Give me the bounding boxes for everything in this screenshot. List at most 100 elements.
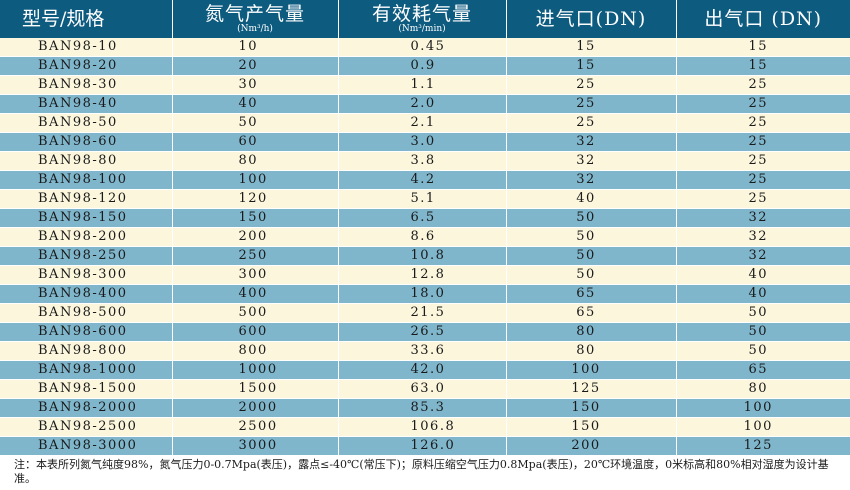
cell-inlet: 25 bbox=[506, 94, 677, 114]
table-row: BAN98-200 200 8.6 50 32 bbox=[0, 227, 850, 247]
cell-inlet: 50 bbox=[506, 227, 677, 247]
footnote: 注：本表所列氮气纯度98%，氮气压力0-0.7Mpa(表压)，露点≤-40℃(常… bbox=[14, 458, 829, 485]
cell-inlet: 65 bbox=[506, 284, 677, 304]
cell-inlet: 80 bbox=[506, 341, 677, 361]
spec-table-body: BAN98-10 10 0.45 15 15 BAN98-20 20 0.9 15 15 BAN98… bbox=[0, 38, 850, 456]
cell-inlet: 125 bbox=[506, 379, 677, 399]
cell-air-consumption: 5.1 bbox=[338, 189, 507, 209]
cell-air-consumption: 10.8 bbox=[338, 246, 507, 266]
cell-inlet: 40 bbox=[506, 189, 677, 209]
header-outlet: 出气口 (DN) bbox=[676, 0, 850, 38]
cell-outlet: 80 bbox=[676, 379, 850, 399]
cell-model: BAN98-150 bbox=[0, 208, 173, 228]
cell-outlet: 25 bbox=[676, 75, 850, 95]
cell-model: BAN98-400 bbox=[0, 284, 173, 304]
cell-nitrogen-output: 800 bbox=[172, 341, 339, 361]
cell-outlet: 65 bbox=[676, 360, 850, 380]
cell-inlet: 150 bbox=[506, 398, 677, 418]
cell-model: BAN98-2000 bbox=[0, 398, 173, 418]
cell-nitrogen-output: 100 bbox=[172, 170, 339, 190]
table-row: BAN98-100 100 4.2 32 25 bbox=[0, 170, 850, 190]
table-row: BAN98-500 500 21.5 65 50 bbox=[0, 303, 850, 323]
table-row: BAN98-50 50 2.1 25 25 bbox=[0, 113, 850, 133]
table-row: BAN98-3000 3000 126.0 200 125 bbox=[0, 436, 850, 456]
cell-air-consumption: 4.2 bbox=[338, 170, 507, 190]
cell-outlet: 15 bbox=[676, 38, 850, 57]
table-row: BAN98-600 600 26.5 80 50 bbox=[0, 322, 850, 342]
table-row: BAN98-120 120 5.1 40 25 bbox=[0, 189, 850, 209]
cell-air-consumption: 6.5 bbox=[338, 208, 507, 228]
cell-inlet: 80 bbox=[506, 322, 677, 342]
cell-air-consumption: 63.0 bbox=[338, 379, 507, 399]
table-row: BAN98-20 20 0.9 15 15 bbox=[0, 56, 850, 76]
cell-outlet: 15 bbox=[676, 56, 850, 76]
cell-model: BAN98-20 bbox=[0, 56, 173, 76]
cell-model: BAN98-250 bbox=[0, 246, 173, 266]
table-row: BAN98-1500 1500 63.0 125 80 bbox=[0, 379, 850, 399]
cell-outlet: 50 bbox=[676, 303, 850, 323]
cell-nitrogen-output: 120 bbox=[172, 189, 339, 209]
cell-nitrogen-output: 30 bbox=[172, 75, 339, 95]
header-inlet: 进气口(DN) bbox=[506, 0, 677, 38]
cell-inlet: 32 bbox=[506, 170, 677, 190]
header-air-consumption: 有效耗气量 (Nm³/min) bbox=[338, 0, 507, 38]
cell-air-consumption: 18.0 bbox=[338, 284, 507, 304]
cell-model: BAN98-2500 bbox=[0, 417, 173, 437]
cell-model: BAN98-10 bbox=[0, 38, 173, 57]
cell-air-consumption: 0.45 bbox=[338, 38, 507, 57]
cell-model: BAN98-3000 bbox=[0, 436, 173, 456]
header-air-consumption-label: 有效耗气量 bbox=[371, 2, 472, 25]
cell-air-consumption: 42.0 bbox=[338, 360, 507, 380]
cell-nitrogen-output: 400 bbox=[172, 284, 339, 304]
cell-inlet: 15 bbox=[506, 56, 677, 76]
cell-outlet: 50 bbox=[676, 341, 850, 361]
header-nitrogen-output: 氮气产气量 (Nm³/h) bbox=[172, 0, 339, 38]
cell-inlet: 200 bbox=[506, 436, 677, 456]
table-row: BAN98-1000 1000 42.0 100 65 bbox=[0, 360, 850, 380]
cell-nitrogen-output: 500 bbox=[172, 303, 339, 323]
cell-nitrogen-output: 20 bbox=[172, 56, 339, 76]
table-row: BAN98-40 40 2.0 25 25 bbox=[0, 94, 850, 114]
cell-outlet: 25 bbox=[676, 113, 850, 133]
cell-nitrogen-output: 60 bbox=[172, 132, 339, 152]
table-row: BAN98-30 30 1.1 25 25 bbox=[0, 75, 850, 95]
cell-model: BAN98-300 bbox=[0, 265, 173, 285]
cell-air-consumption: 21.5 bbox=[338, 303, 507, 323]
cell-outlet: 32 bbox=[676, 227, 850, 247]
cell-outlet: 100 bbox=[676, 398, 850, 418]
cell-nitrogen-output: 40 bbox=[172, 94, 339, 114]
cell-model: BAN98-80 bbox=[0, 151, 173, 171]
cell-air-consumption: 26.5 bbox=[338, 322, 507, 342]
cell-air-consumption: 3.8 bbox=[338, 151, 507, 171]
header-nitrogen-output-label: 氮气产气量 bbox=[204, 2, 305, 25]
cell-nitrogen-output: 150 bbox=[172, 208, 339, 228]
cell-nitrogen-output: 1500 bbox=[172, 379, 339, 399]
table-row: BAN98-10 10 0.45 15 15 bbox=[0, 38, 850, 57]
cell-air-consumption: 126.0 bbox=[338, 436, 507, 456]
table-row: BAN98-800 800 33.6 80 50 bbox=[0, 341, 850, 361]
cell-air-consumption: 8.6 bbox=[338, 227, 507, 247]
cell-inlet: 50 bbox=[506, 208, 677, 228]
cell-nitrogen-output: 80 bbox=[172, 151, 339, 171]
cell-inlet: 25 bbox=[506, 75, 677, 95]
cell-outlet: 25 bbox=[676, 189, 850, 209]
cell-outlet: 40 bbox=[676, 284, 850, 304]
cell-inlet: 65 bbox=[506, 303, 677, 323]
cell-air-consumption: 3.0 bbox=[338, 132, 507, 152]
cell-air-consumption: 106.8 bbox=[338, 417, 507, 437]
table-row: BAN98-2000 2000 85.3 150 100 bbox=[0, 398, 850, 418]
table-row: BAN98-150 150 6.5 50 32 bbox=[0, 208, 850, 228]
header-row: 型号/规格 氮气产气量 (Nm³/h) 有效耗气量 (Nm³/min) 进气口(… bbox=[0, 0, 850, 38]
cell-air-consumption: 12.8 bbox=[338, 265, 507, 285]
cell-air-consumption: 33.6 bbox=[338, 341, 507, 361]
cell-outlet: 100 bbox=[676, 417, 850, 437]
cell-air-consumption: 0.9 bbox=[338, 56, 507, 76]
cell-model: BAN98-120 bbox=[0, 189, 173, 209]
header-inlet-label: 进气口(DN) bbox=[535, 7, 647, 30]
cell-model: BAN98-40 bbox=[0, 94, 173, 114]
cell-air-consumption: 85.3 bbox=[338, 398, 507, 418]
cell-nitrogen-output: 1000 bbox=[172, 360, 339, 380]
table-row: BAN98-2500 2500 106.8 150 100 bbox=[0, 417, 850, 437]
cell-model: BAN98-200 bbox=[0, 227, 173, 247]
cell-outlet: 25 bbox=[676, 132, 850, 152]
